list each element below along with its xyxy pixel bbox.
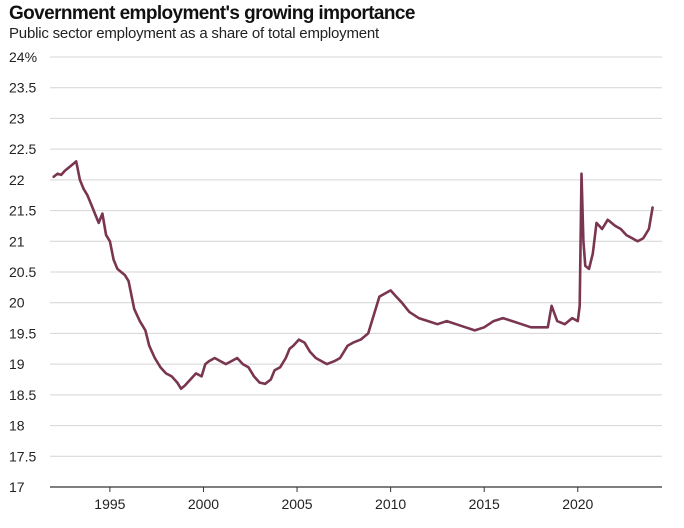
x-tick-label: 2015	[469, 496, 500, 512]
series-line	[52, 160, 654, 391]
y-tick-label: 18.5	[9, 387, 36, 403]
y-tick-label: 17	[9, 479, 25, 495]
y-tick-label: 20.5	[9, 264, 36, 280]
y-tick-label: 19.5	[9, 325, 36, 341]
y-tick-label: 20	[9, 295, 25, 311]
y-tick-label: 22.5	[9, 141, 36, 157]
gridlines	[50, 56, 662, 488]
series-layer	[52, 160, 654, 391]
y-axis-tick-labels: 17 17.5 18 18.5 19 19.5 20 20.5 21 21.5 22 22.5 23 23…	[9, 49, 37, 495]
y-tick-label: 22	[9, 172, 25, 188]
y-tick-label: 21	[9, 233, 25, 249]
y-tick-label: 19	[9, 356, 25, 372]
y-tick-label: 18	[9, 418, 25, 434]
x-tick-label: 1995	[94, 496, 125, 512]
chart-subtitle: Public sector employment as a share of t…	[9, 25, 380, 42]
y-tick-label: 17.5	[9, 448, 36, 464]
x-tick-label: 2010	[375, 496, 406, 512]
x-tick-label: 2005	[281, 496, 312, 512]
chart-title: Government employment's growing importan…	[9, 3, 415, 24]
x-tick-label: 2020	[562, 496, 593, 512]
y-tick-label: 21.5	[9, 203, 36, 219]
y-tick-label: 23.5	[9, 80, 36, 96]
y-tick-label: 24%	[9, 49, 37, 65]
y-tick-label: 23	[9, 110, 25, 126]
x-tick-label: 2000	[188, 496, 219, 512]
x-axis: 1995 2000 2005 2010 2015 2020	[94, 487, 594, 512]
